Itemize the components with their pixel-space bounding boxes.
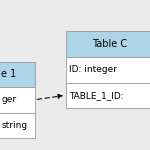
Text: TABLE_1_ID:: TABLE_1_ID: [69, 91, 124, 100]
Text: ger: ger [2, 95, 17, 104]
Bar [0, 112, 34, 138]
Bar [66, 32, 150, 57]
Text: e 1: e 1 [1, 69, 16, 79]
Bar [0, 87, 34, 112]
Bar [66, 57, 150, 82]
Text: string: string [2, 121, 28, 130]
Text: ID: integer: ID: integer [69, 65, 117, 74]
Bar [66, 82, 150, 108]
Bar [0, 61, 34, 87]
Text: Table C: Table C [92, 39, 127, 49]
